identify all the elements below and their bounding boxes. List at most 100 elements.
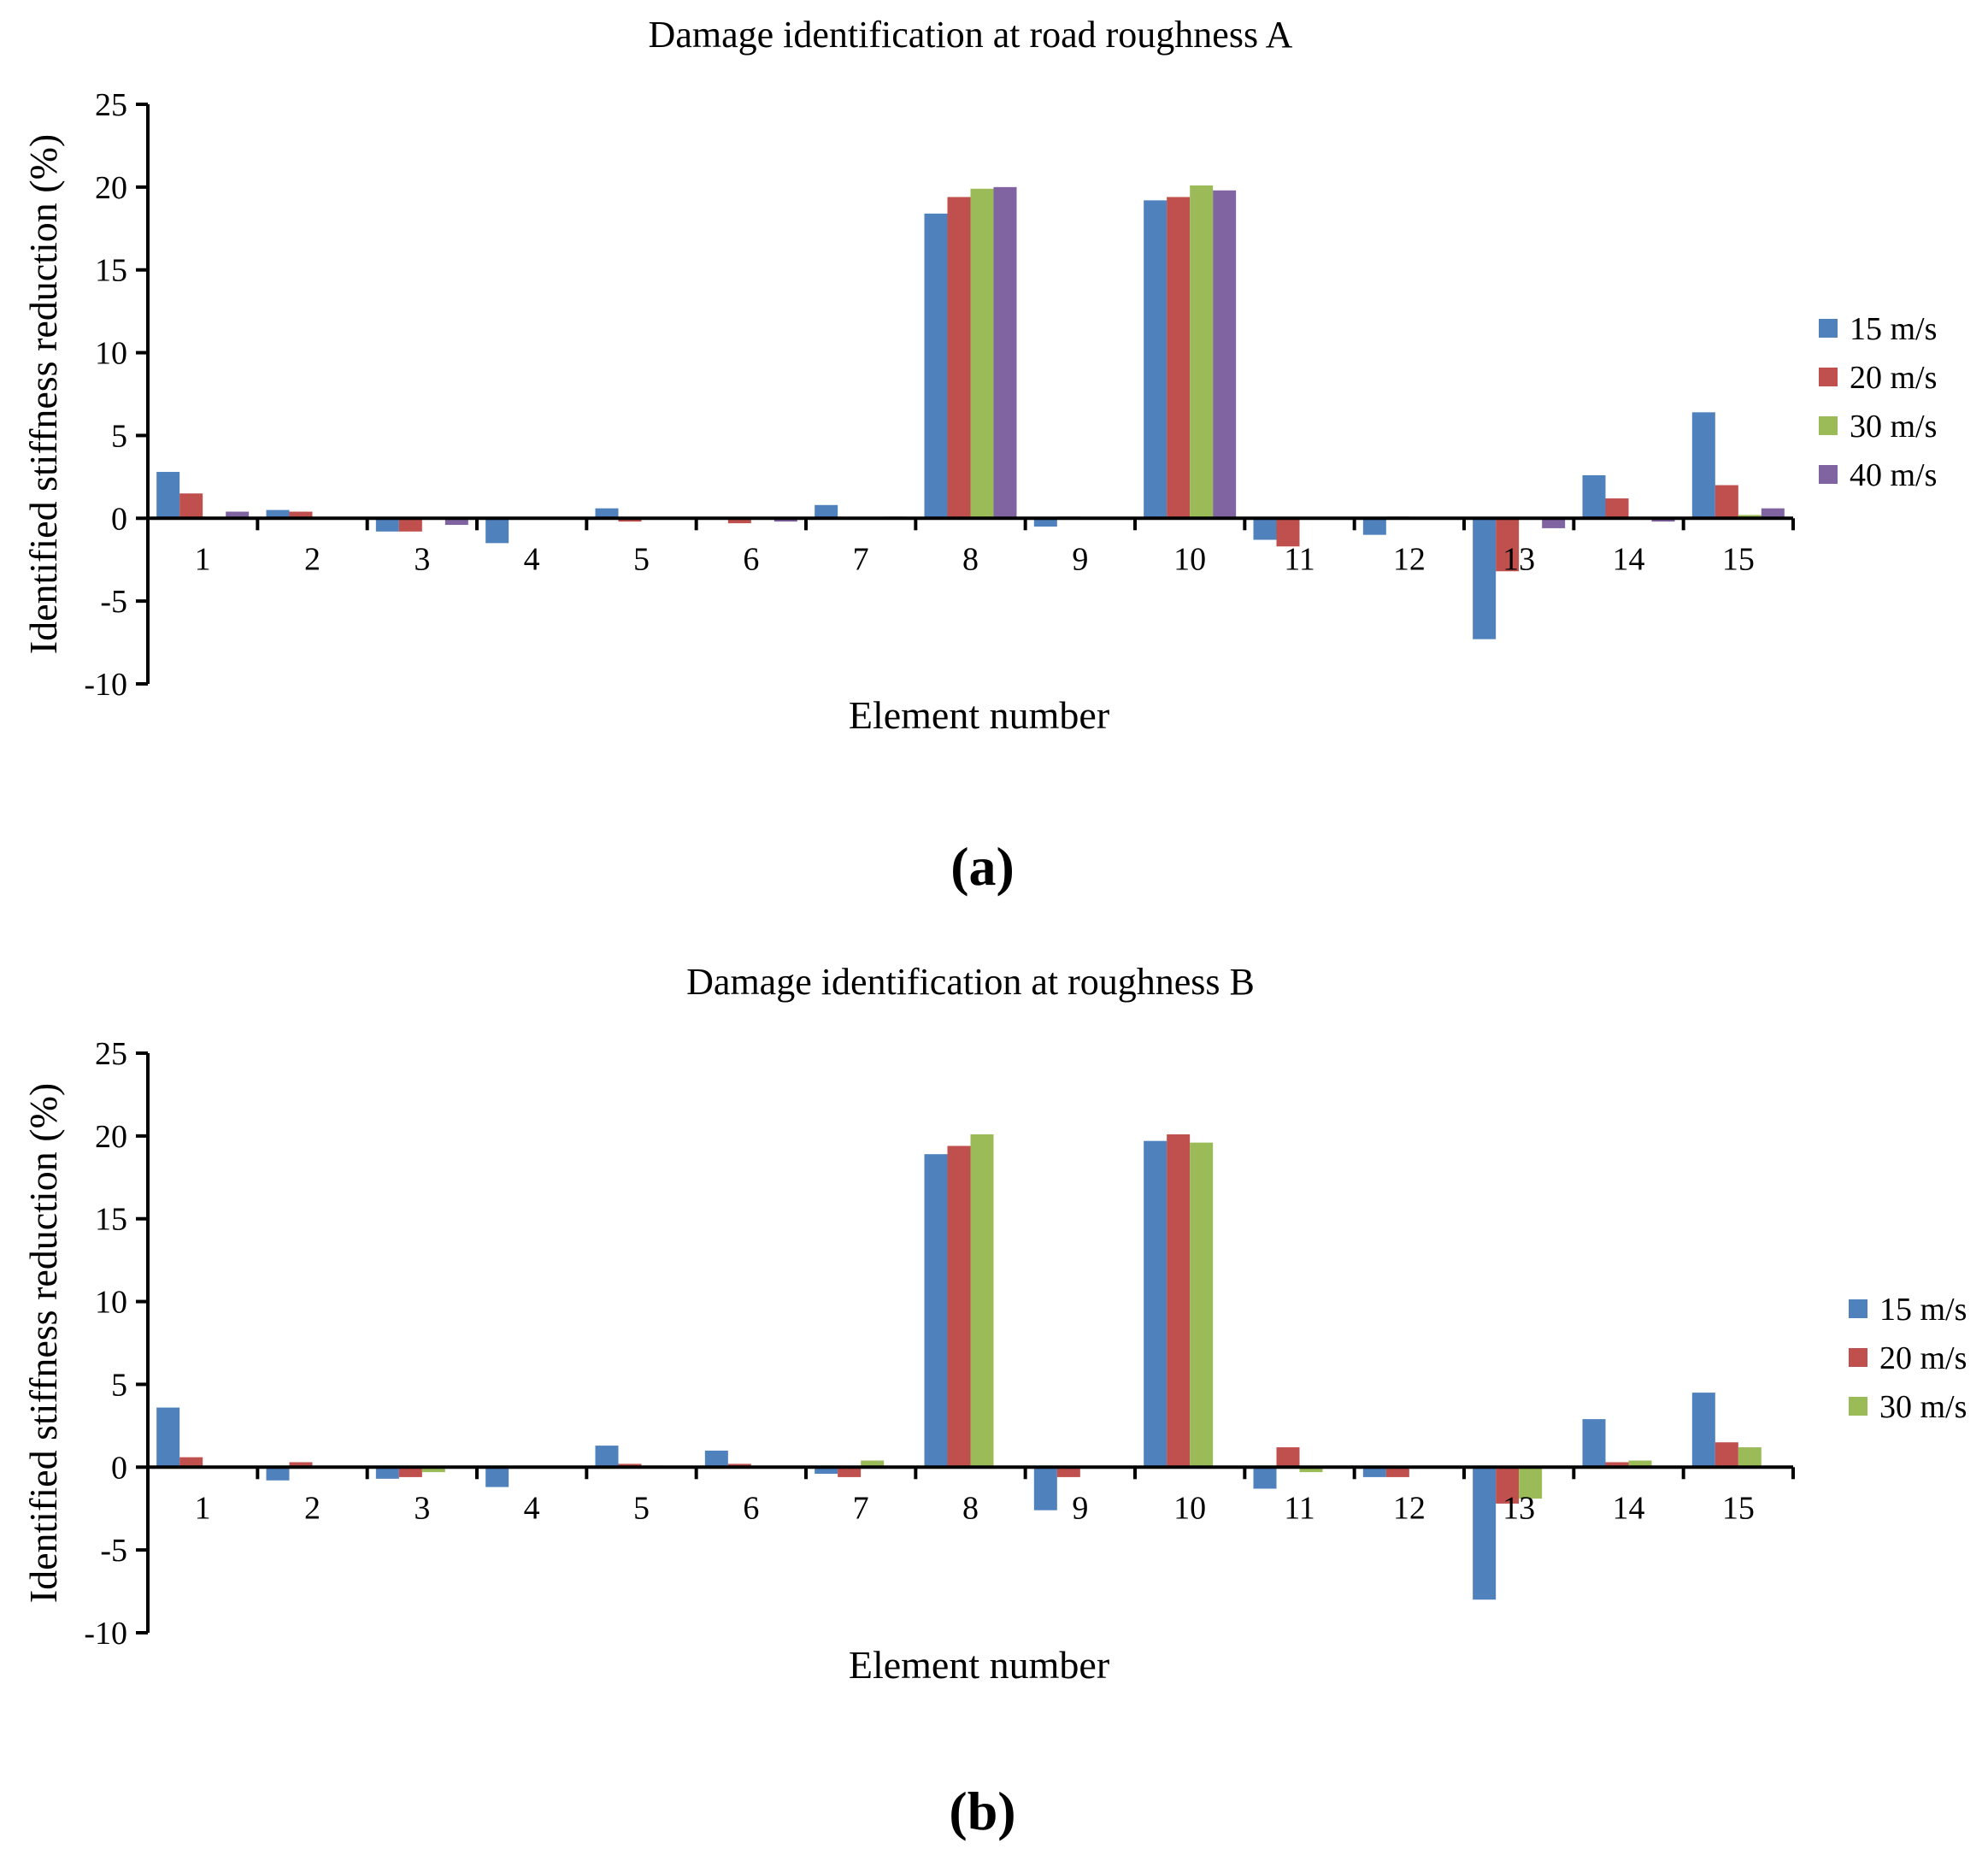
bar [421,1467,445,1473]
legend-swatch [1819,319,1838,338]
bar [1362,1467,1386,1477]
bar [1473,1467,1497,1600]
bar [1605,1462,1629,1468]
legend-label: 20 m/s [1850,360,1937,396]
legend-swatch [1849,1397,1867,1416]
bar [1385,1467,1409,1477]
bar [156,1407,180,1468]
y-tick-label: 25 [95,1036,127,1072]
x-tick-label: 8 [962,541,979,577]
legend-label: 20 m/s [1879,1340,1967,1376]
bar [1144,1140,1168,1468]
bar [1691,412,1715,519]
legend-swatch [1849,1348,1867,1367]
bar [1715,1442,1738,1468]
y-tick-label: -5 [100,1533,127,1569]
bar [1253,1467,1277,1489]
legend-swatch [1849,1299,1867,1318]
y-tick-label: 20 [95,170,127,206]
x-axis-label: Element number [849,1643,1109,1687]
bar [1167,1134,1191,1468]
bar [1715,485,1738,519]
bar [398,1467,422,1477]
x-tick-label: 12 [1393,541,1426,577]
chart-title: Damage identification at roughness B [686,961,1255,1003]
x-tick-label: 9 [1072,541,1088,577]
legend-label: 15 m/s [1850,311,1937,347]
y-tick-label: -10 [84,667,127,703]
y-tick-label: 25 [95,87,127,123]
x-tick-label: 3 [414,1490,430,1526]
y-tick-label: 20 [95,1119,127,1155]
bar [485,518,509,544]
bar [838,1467,862,1477]
bar [993,186,1017,519]
bar [947,1145,971,1468]
x-tick-label: 14 [1613,541,1645,577]
bar [289,511,313,519]
bar [1276,518,1300,547]
x-tick-label: 4 [524,541,540,577]
x-tick-label: 6 [743,541,759,577]
panel-label: (b) [949,1781,1015,1841]
legend-label: 30 m/s [1879,1389,1967,1425]
x-tick-label: 12 [1393,1490,1426,1526]
bar [970,188,994,519]
x-tick-label: 15 [1722,541,1755,577]
bar [1190,1142,1214,1468]
bar [1473,518,1497,639]
x-tick-label: 9 [1072,1490,1088,1526]
bar [947,197,971,519]
x-tick-label: 7 [853,541,869,577]
bar [398,518,422,532]
y-tick-label: 5 [111,1367,127,1403]
legend-swatch [1819,416,1838,435]
y-tick-label: 5 [111,418,127,454]
y-axis-label: Identified stiffness reduction (%) [21,134,65,654]
bar [924,213,948,519]
bar [485,1467,509,1487]
y-axis-label: Identified stiffness reduction (%) [21,1083,65,1603]
x-tick-label: 3 [414,541,430,577]
bar [156,472,180,519]
y-tick-label: 10 [95,336,127,372]
chart-panel-b: Damage identification at roughness B -10 -… [21,961,1967,1841]
bar [1144,200,1168,519]
y-tick-label: 0 [111,1450,127,1486]
bar [179,1457,203,1468]
y-tick-label: -5 [100,584,127,620]
bar [289,1462,313,1468]
x-tick-label: 14 [1613,1490,1645,1526]
bar [1299,1467,1323,1473]
bar [179,493,203,519]
legend-label: 40 m/s [1850,457,1937,493]
legend: 15 m/s 20 m/s 30 m/s 40 m/s [1819,311,1937,493]
bar [266,509,290,519]
bar [375,1467,399,1479]
bar [1691,1393,1715,1468]
bar [1056,1467,1080,1477]
bar [1519,1467,1543,1499]
x-tick-label: 4 [524,1490,540,1526]
bar [1033,518,1057,527]
bar [595,508,619,519]
bar [1738,1447,1762,1468]
bar [727,518,751,524]
legend-label: 30 m/s [1850,409,1937,445]
bar [1362,518,1386,535]
bar [1582,474,1606,519]
y-tick-label: 15 [95,1202,127,1238]
bar [1582,1419,1606,1468]
bar [1213,190,1237,519]
x-tick-label: 13 [1503,541,1535,577]
y-tick-label: 10 [95,1285,127,1321]
panel-label: (a) [950,836,1015,897]
x-tick-label: 7 [853,1490,869,1526]
bar [226,511,250,519]
bar [1276,1447,1300,1468]
bar [1190,185,1214,519]
x-tick-label: 10 [1173,541,1206,577]
x-tick-label: 1 [195,541,211,577]
bar [1496,518,1520,572]
